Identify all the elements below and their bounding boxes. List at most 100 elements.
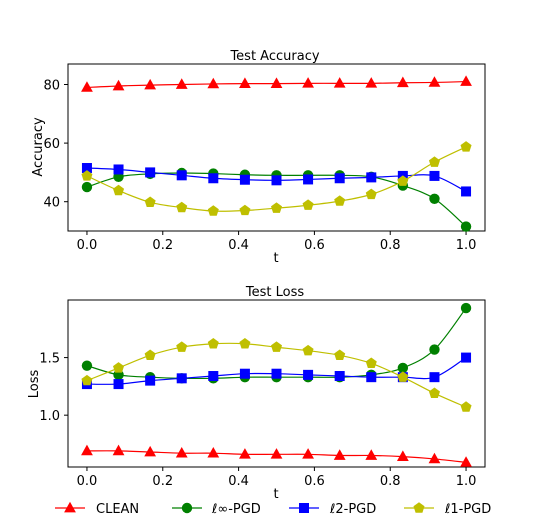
loss-x-tick-label: 0.4 bbox=[228, 474, 249, 489]
accuracy-point-l2-pgd bbox=[176, 170, 187, 181]
accuracy-point-clean bbox=[112, 79, 125, 91]
accuracy-point-clean bbox=[396, 76, 409, 88]
loss-point-clean bbox=[239, 448, 251, 459]
loss-panel: Test Loss 0.0 0.2 0.4 0.6 0.8 1.0 1.0 1.5 t Lo… bbox=[27, 285, 486, 502]
loss-point-l1-pgd bbox=[460, 401, 472, 412]
accuracy-point-l2-pgd bbox=[429, 170, 440, 181]
accuracy-y-label: Accuracy bbox=[31, 117, 46, 177]
accuracy-point-l2-pgd bbox=[239, 174, 250, 185]
loss-point-clean bbox=[81, 444, 93, 456]
accuracy-point-l1-pgd bbox=[428, 156, 440, 167]
accuracy-point-l2-pgd bbox=[113, 164, 124, 175]
loss-point-clean bbox=[460, 456, 472, 467]
loss-point-linf-pgd bbox=[81, 360, 93, 371]
accuracy-x-label: t bbox=[273, 251, 278, 266]
accuracy-x-tick-label: 0.6 bbox=[304, 238, 325, 253]
accuracy-point-l1-pgd bbox=[270, 202, 283, 213]
accuracy-y-ticks: 40 60 80 bbox=[43, 79, 68, 211]
accuracy-y-tick-label: 80 bbox=[43, 79, 60, 94]
loss-y-ticks: 1.0 1.5 bbox=[39, 352, 68, 424]
loss-x-tick-label: 0.6 bbox=[304, 474, 325, 489]
accuracy-point-l1-pgd bbox=[81, 170, 93, 181]
accuracy-point-clean bbox=[302, 77, 314, 88]
loss-x-label: t bbox=[273, 487, 278, 502]
loss-point-l1-pgd bbox=[239, 337, 251, 349]
accuracy-point-l1-pgd bbox=[460, 141, 472, 152]
loss-point-l2-pgd bbox=[271, 368, 282, 379]
loss-point-l1-pgd bbox=[113, 362, 125, 373]
accuracy-point-l1-pgd bbox=[397, 175, 409, 186]
accuracy-point-l1-pgd bbox=[365, 188, 377, 200]
loss-point-linf-pgd bbox=[460, 302, 472, 314]
accuracy-point-l1-pgd bbox=[144, 196, 156, 207]
loss-x-tick-label: 0.2 bbox=[152, 474, 173, 489]
accuracy-x-tick-label: 0.2 bbox=[152, 238, 173, 253]
loss-point-l2-pgd bbox=[461, 352, 472, 363]
loss-x-ticks: 0.0 0.2 0.4 0.6 0.8 1.0 bbox=[77, 467, 477, 489]
accuracy-point-l2-pgd bbox=[145, 167, 156, 178]
accuracy-y-tick-label: 40 bbox=[43, 196, 60, 211]
accuracy-point-clean bbox=[428, 76, 441, 87]
loss-point-l1-pgd bbox=[207, 337, 219, 349]
loss-x-tick-label: 1.0 bbox=[456, 474, 477, 489]
legend-marker-l2-pgd bbox=[299, 503, 309, 513]
accuracy-plot-frame bbox=[67, 63, 486, 232]
accuracy-point-clean bbox=[333, 77, 346, 88]
loss-y-label: Loss bbox=[27, 370, 42, 399]
loss-point-l1-pgd bbox=[270, 341, 283, 352]
accuracy-point-clean bbox=[207, 77, 220, 89]
accuracy-point-clean bbox=[175, 78, 188, 89]
accuracy-point-clean bbox=[239, 77, 251, 88]
loss-point-l2-pgd bbox=[208, 371, 219, 382]
loss-point-clean bbox=[270, 448, 283, 459]
loss-point-l1-pgd bbox=[428, 387, 440, 398]
loss-title: Test Loss bbox=[245, 285, 304, 300]
accuracy-point-l1-pgd bbox=[302, 199, 314, 210]
loss-x-tick-label: 0.8 bbox=[380, 474, 401, 489]
legend-marker-symbol bbox=[413, 502, 425, 513]
loss-point-l2-pgd bbox=[334, 371, 345, 382]
accuracy-title: Test Accuracy bbox=[229, 49, 319, 64]
loss-point-l2-pgd bbox=[176, 373, 187, 384]
accuracy-point-linf-pgd bbox=[429, 193, 440, 204]
accuracy-point-l2-pgd bbox=[208, 173, 219, 184]
loss-point-clean bbox=[302, 448, 314, 459]
loss-point-l1-pgd bbox=[397, 371, 409, 382]
loss-point-l2-pgd bbox=[429, 372, 440, 383]
loss-point-l2-pgd bbox=[145, 375, 156, 386]
loss-point-clean bbox=[428, 452, 441, 464]
accuracy-x-tick-label: 0.8 bbox=[380, 238, 401, 253]
accuracy-point-clean bbox=[460, 75, 472, 86]
loss-point-l1-pgd bbox=[176, 341, 188, 352]
loss-point-clean bbox=[396, 450, 409, 461]
legend: CLEAN ℓ∞-PGD ℓ2-PGD ℓ1-PGD bbox=[55, 501, 491, 517]
loss-x-tick-label: 0.0 bbox=[77, 474, 98, 489]
loss-point-l2-pgd bbox=[239, 368, 250, 379]
loss-plot-frame bbox=[67, 299, 486, 468]
accuracy-series bbox=[81, 75, 472, 232]
accuracy-point-l2-pgd bbox=[303, 174, 314, 185]
legend-label-l1-pgd: ℓ1-PGD bbox=[444, 502, 491, 517]
accuracy-x-tick-label: 0.0 bbox=[77, 238, 98, 253]
accuracy-point-clean bbox=[365, 77, 378, 88]
accuracy-point-linf-pgd bbox=[81, 181, 93, 193]
accuracy-point-l1-pgd bbox=[207, 205, 219, 216]
legend-entry-l1-pgd: ℓ1-PGD bbox=[404, 502, 491, 517]
legend-marker-symbol bbox=[299, 503, 309, 513]
legend-marker-symbol bbox=[64, 501, 76, 513]
accuracy-point-l2-pgd bbox=[334, 173, 345, 184]
legend-entry-l2-pgd: ℓ2-PGD bbox=[289, 502, 376, 517]
legend-marker-clean bbox=[64, 501, 76, 513]
accuracy-y-tick-label: 60 bbox=[43, 137, 60, 152]
loss-point-clean bbox=[365, 449, 378, 460]
accuracy-point-linf-pgd bbox=[460, 221, 472, 232]
legend-label-clean: CLEAN bbox=[96, 502, 139, 517]
loss-point-clean bbox=[144, 445, 157, 457]
legend-entry-clean: CLEAN bbox=[55, 501, 139, 517]
loss-point-l1-pgd bbox=[302, 344, 314, 356]
loss-point-linf-pgd bbox=[429, 344, 440, 355]
loss-point-clean bbox=[207, 446, 220, 458]
legend-marker-symbol bbox=[181, 502, 193, 514]
